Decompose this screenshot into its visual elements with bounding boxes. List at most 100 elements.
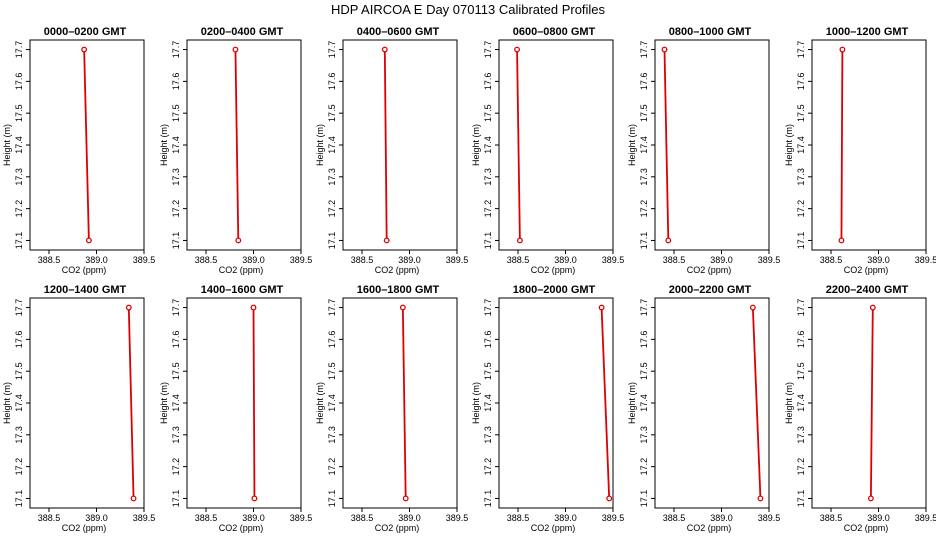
x-axis-label: CO2 (ppm) bbox=[62, 523, 107, 533]
x-tick-label: 389.0 bbox=[554, 513, 577, 523]
y-tick-label: 17.5 bbox=[796, 362, 806, 380]
y-tick-label: 17.6 bbox=[483, 73, 493, 91]
profile-line bbox=[83, 49, 90, 241]
plot-frame bbox=[654, 297, 770, 509]
y-tick-label: 17.7 bbox=[14, 299, 24, 317]
y-tick-label: 17.7 bbox=[171, 41, 181, 59]
x-tick-label: 389.0 bbox=[710, 513, 733, 523]
y-tick-label: 17.5 bbox=[483, 104, 493, 122]
x-tick-label: 389.5 bbox=[915, 513, 936, 523]
y-axis-label: Height (m) bbox=[471, 382, 481, 424]
y-tick-label: 17.1 bbox=[483, 232, 493, 250]
data-point bbox=[130, 495, 137, 502]
y-tick-label: 17.5 bbox=[639, 362, 649, 380]
y-tick-label: 17.6 bbox=[171, 331, 181, 349]
x-tick-label: 389.5 bbox=[290, 513, 313, 523]
panel-12: 2200–2400 GMT 388.5 389.0 389.5 17.1 17.2 17.3… bbox=[784, 284, 936, 533]
profile-line bbox=[252, 307, 256, 499]
y-axis-label: Height (m) bbox=[471, 124, 481, 166]
panel-title: 1200–1400 GMT bbox=[44, 284, 127, 296]
x-tick-label: 389.0 bbox=[242, 255, 265, 265]
y-tick-label: 17.3 bbox=[14, 426, 24, 444]
panel-5: 0800–1000 GMT 388.5 389.0 389.5 17.1 17.2 17.3… bbox=[627, 26, 780, 275]
panel-6: 1000–1200 GMT 388.5 389.0 389.5 17.1 17.2 17.3… bbox=[784, 26, 936, 275]
profile-line bbox=[516, 49, 521, 241]
x-axis-label: CO2 (ppm) bbox=[375, 265, 420, 275]
data-point bbox=[399, 304, 406, 311]
x-tick-label: 389.5 bbox=[133, 513, 156, 523]
data-point bbox=[250, 304, 257, 311]
x-axis-label: CO2 (ppm) bbox=[844, 523, 889, 533]
y-tick-label: 17.6 bbox=[796, 331, 806, 349]
x-axis-label: CO2 (ppm) bbox=[531, 523, 576, 533]
plot-frame bbox=[498, 297, 614, 509]
plot-frame bbox=[498, 39, 614, 251]
y-tick-label: 17.3 bbox=[483, 426, 493, 444]
data-point bbox=[402, 495, 409, 502]
panel-2: 0200–0400 GMT 388.5 389.0 389.5 17.1 17.2 17.3… bbox=[159, 26, 312, 275]
y-tick-label: 17.2 bbox=[639, 200, 649, 218]
x-tick-label: 389.5 bbox=[290, 255, 313, 265]
plot-frame bbox=[342, 297, 458, 509]
x-tick-label: 389.0 bbox=[867, 255, 890, 265]
x-tick-label: 389.0 bbox=[867, 513, 890, 523]
x-tick-label: 389.5 bbox=[758, 513, 781, 523]
data-point bbox=[514, 46, 520, 53]
x-tick-label: 388.5 bbox=[820, 255, 843, 265]
panel-10: 1800–2000 GMT 388.5 389.0 389.5 17.1 17.2 17.3… bbox=[471, 284, 624, 533]
x-tick-label: 389.5 bbox=[602, 255, 625, 265]
y-tick-label: 17.4 bbox=[327, 394, 337, 412]
plot-frame bbox=[186, 297, 302, 509]
y-tick-label: 17.6 bbox=[327, 331, 337, 349]
y-tick-label: 17.1 bbox=[14, 490, 24, 508]
y-tick-label: 17.1 bbox=[327, 232, 337, 250]
profile-line bbox=[383, 49, 388, 241]
y-tick-label: 17.2 bbox=[483, 200, 493, 218]
y-tick-label: 17.6 bbox=[171, 73, 181, 91]
y-tick-label: 17.4 bbox=[639, 136, 649, 154]
x-tick-label: 389.5 bbox=[446, 513, 469, 523]
y-tick-label: 17.2 bbox=[14, 200, 24, 218]
y-axis-label: Height (m) bbox=[627, 382, 637, 424]
y-tick-label: 17.2 bbox=[796, 200, 806, 218]
y-tick-label: 17.4 bbox=[483, 136, 493, 154]
y-axis-label: Height (m) bbox=[784, 124, 794, 166]
x-tick-label: 388.5 bbox=[663, 513, 686, 523]
main-title: HDP AIRCOA E Day 070113 Calibrated Profi… bbox=[330, 2, 606, 17]
y-tick-label: 17.7 bbox=[14, 41, 24, 59]
x-tick-label: 388.5 bbox=[195, 255, 218, 265]
panel-title: 1800–2000 GMT bbox=[513, 284, 596, 296]
y-tick-label: 17.3 bbox=[796, 168, 806, 186]
x-axis-label: CO2 (ppm) bbox=[219, 523, 264, 533]
data-point bbox=[381, 46, 388, 53]
x-tick-label: 388.5 bbox=[351, 255, 374, 265]
y-tick-label: 17.3 bbox=[327, 168, 337, 186]
panel-8: 1400–1600 GMT 388.5 389.0 389.5 17.1 17.2 17.3… bbox=[159, 284, 312, 533]
y-tick-label: 17.4 bbox=[14, 394, 24, 412]
plot-frame bbox=[811, 297, 927, 509]
panel-11: 2000–2200 GMT 388.5 389.0 389.5 17.1 17.2 17.3… bbox=[627, 284, 780, 533]
panel-title: 2000–2200 GMT bbox=[669, 284, 752, 296]
data-point bbox=[606, 495, 613, 502]
data-point bbox=[232, 46, 239, 53]
panel-title: 2200–2400 GMT bbox=[826, 284, 909, 296]
panel-title: 0400–0600 GMT bbox=[357, 26, 440, 38]
y-tick-label: 17.3 bbox=[327, 426, 337, 444]
panel-title: 0600–0800 GMT bbox=[513, 26, 596, 38]
x-tick-label: 389.0 bbox=[398, 255, 421, 265]
data-point bbox=[81, 46, 88, 53]
data-point bbox=[749, 304, 756, 311]
y-tick-label: 17.4 bbox=[796, 394, 806, 412]
x-tick-label: 388.5 bbox=[38, 255, 61, 265]
y-axis-label: Height (m) bbox=[159, 124, 169, 166]
y-tick-label: 17.7 bbox=[796, 299, 806, 317]
y-tick-label: 17.5 bbox=[796, 104, 806, 122]
data-point bbox=[839, 46, 846, 53]
y-tick-label: 17.2 bbox=[327, 200, 337, 218]
profile-line bbox=[840, 49, 844, 241]
profile-line bbox=[401, 307, 407, 499]
x-tick-label: 389.0 bbox=[710, 255, 733, 265]
y-tick-label: 17.1 bbox=[171, 232, 181, 250]
y-tick-label: 17.3 bbox=[639, 426, 649, 444]
